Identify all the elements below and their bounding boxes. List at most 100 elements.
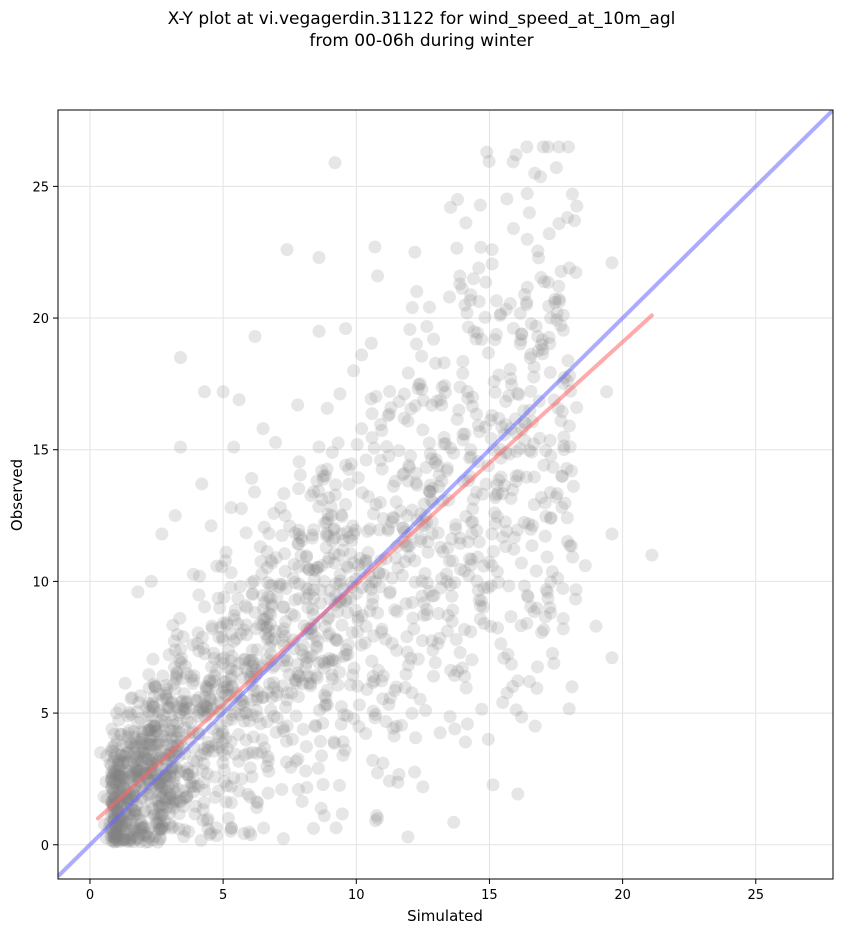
data-point bbox=[127, 755, 141, 769]
data-point bbox=[144, 767, 158, 781]
data-point bbox=[173, 706, 187, 720]
data-point bbox=[94, 746, 108, 760]
data-point bbox=[351, 679, 365, 693]
data-point bbox=[155, 807, 169, 821]
data-point bbox=[123, 833, 137, 847]
data-point bbox=[259, 627, 273, 641]
data-point bbox=[381, 409, 395, 423]
data-point bbox=[155, 718, 169, 732]
data-point bbox=[139, 700, 153, 714]
data-point bbox=[269, 435, 283, 449]
data-point bbox=[108, 750, 122, 764]
data-point bbox=[187, 669, 201, 683]
data-point bbox=[116, 756, 130, 770]
data-point bbox=[490, 510, 504, 524]
data-point bbox=[390, 605, 404, 619]
data-point bbox=[309, 639, 323, 653]
data-point bbox=[513, 306, 527, 320]
data-point bbox=[427, 589, 441, 603]
data-point bbox=[106, 740, 120, 754]
data-point bbox=[402, 461, 416, 475]
data-point bbox=[355, 486, 369, 500]
data-point bbox=[262, 630, 276, 644]
data-point bbox=[147, 719, 161, 733]
data-point bbox=[368, 240, 382, 254]
data-point bbox=[209, 682, 223, 696]
data-point bbox=[504, 491, 518, 505]
data-point bbox=[517, 515, 531, 529]
data-point bbox=[107, 774, 121, 788]
data-point bbox=[405, 503, 419, 517]
data-point bbox=[114, 748, 128, 762]
data-point bbox=[472, 294, 486, 308]
data-point bbox=[137, 744, 151, 758]
data-point bbox=[465, 527, 479, 541]
x-tick-label: 5 bbox=[219, 888, 227, 903]
data-point bbox=[175, 703, 189, 717]
data-point bbox=[216, 725, 230, 739]
data-point bbox=[542, 227, 556, 241]
data-point bbox=[170, 700, 184, 714]
data-point bbox=[412, 378, 426, 392]
data-point bbox=[544, 606, 558, 620]
data-point bbox=[250, 746, 264, 760]
data-point bbox=[350, 437, 364, 451]
data-point bbox=[172, 725, 186, 739]
data-point bbox=[387, 511, 401, 525]
data-point bbox=[437, 437, 451, 451]
data-point bbox=[238, 705, 252, 719]
data-point bbox=[124, 737, 138, 751]
data-point bbox=[245, 471, 259, 485]
data-point bbox=[184, 715, 198, 729]
data-point bbox=[303, 650, 317, 664]
data-point bbox=[509, 469, 523, 483]
data-point bbox=[300, 560, 314, 574]
data-point bbox=[172, 807, 186, 821]
data-point bbox=[166, 796, 180, 810]
data-point bbox=[318, 619, 332, 633]
data-point bbox=[149, 719, 163, 733]
data-point bbox=[280, 719, 294, 733]
data-point bbox=[169, 669, 183, 683]
data-point bbox=[109, 831, 123, 845]
data-point bbox=[500, 524, 514, 538]
data-point bbox=[197, 783, 211, 797]
data-point bbox=[192, 690, 206, 704]
data-point bbox=[211, 727, 225, 741]
data-point bbox=[329, 577, 343, 591]
data-point bbox=[395, 568, 409, 582]
data-point bbox=[458, 298, 472, 312]
data-point bbox=[145, 766, 159, 780]
data-point bbox=[136, 725, 150, 739]
data-point bbox=[137, 805, 151, 819]
data-point bbox=[536, 140, 550, 154]
data-point bbox=[193, 569, 207, 583]
data-point bbox=[256, 690, 270, 704]
data-point bbox=[316, 654, 330, 668]
data-point bbox=[276, 832, 290, 846]
data-point bbox=[125, 758, 139, 772]
data-point bbox=[469, 332, 483, 346]
data-point bbox=[453, 380, 467, 394]
data-point bbox=[115, 779, 129, 793]
data-point bbox=[166, 724, 180, 738]
data-point bbox=[421, 545, 435, 559]
data-point bbox=[321, 512, 335, 526]
data-point bbox=[279, 734, 293, 748]
data-point bbox=[155, 797, 169, 811]
grid-lines bbox=[58, 110, 833, 879]
data-point bbox=[260, 620, 274, 634]
data-point bbox=[228, 705, 242, 719]
data-point bbox=[401, 366, 415, 380]
data-point bbox=[179, 701, 193, 715]
data-point bbox=[289, 754, 303, 768]
data-point bbox=[261, 590, 275, 604]
data-point bbox=[165, 759, 179, 773]
data-point bbox=[224, 796, 238, 810]
data-point bbox=[459, 509, 473, 523]
data-point bbox=[201, 743, 215, 757]
data-point bbox=[197, 742, 211, 756]
data-point bbox=[461, 391, 475, 405]
data-point bbox=[128, 807, 142, 821]
data-point bbox=[197, 796, 211, 810]
